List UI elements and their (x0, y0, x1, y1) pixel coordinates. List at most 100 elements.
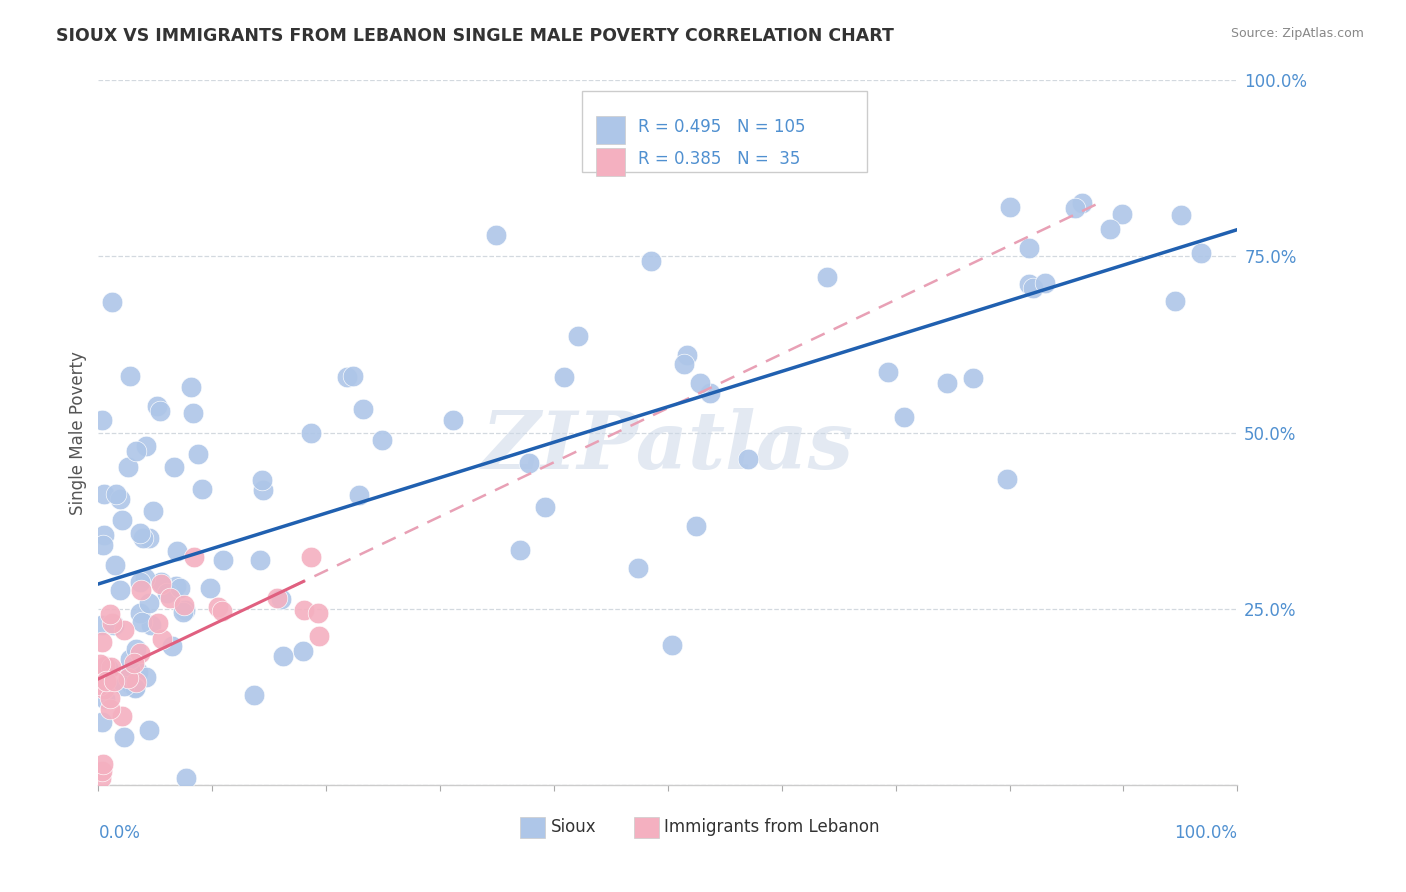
Point (207, 600, 229, 615)
Bar (596, 116, 624, 144)
Point (111, 513, 134, 527)
Text: Source: ZipAtlas.com: Source: ZipAtlas.com (1230, 27, 1364, 40)
Point (150, 632, 173, 646)
Point (352, 401, 374, 416)
Point (252, 483, 274, 498)
Point (112, 730, 135, 744)
Point (371, 433, 394, 447)
Point (145, 400, 167, 414)
Point (266, 591, 288, 605)
FancyBboxPatch shape (582, 91, 868, 172)
Point (146, 615, 169, 630)
Point (98, 691, 121, 706)
Point (1035, 277, 1057, 291)
Point (132, 531, 155, 545)
Point (110, 583, 132, 598)
Point (998, 200, 1021, 214)
Point (94, 658, 117, 673)
Point (1022, 281, 1045, 295)
Point (103, 618, 125, 632)
Point (91, 756, 114, 771)
Point (93, 682, 115, 697)
Point (125, 642, 148, 657)
Point (183, 550, 205, 565)
Point (308, 629, 330, 643)
Point (124, 681, 146, 695)
Point (737, 451, 759, 466)
Point (100, 659, 122, 673)
Point (166, 544, 188, 558)
Bar (634, 817, 659, 838)
Point (90, 771, 112, 785)
Point (673, 358, 696, 372)
Point (156, 586, 179, 600)
Point (128, 606, 150, 620)
Point (1170, 208, 1192, 222)
Point (347, 488, 370, 502)
Text: 0.0%: 0.0% (98, 823, 141, 842)
Point (211, 553, 233, 567)
Point (135, 439, 157, 453)
Point (815, 269, 838, 284)
Point (138, 723, 160, 737)
Point (103, 674, 125, 689)
Point (1018, 241, 1040, 255)
Y-axis label: Single Male Poverty: Single Male Poverty (69, 351, 87, 515)
Point (485, 227, 508, 242)
Point (336, 370, 359, 384)
Point (211, 604, 233, 618)
Point (89, 657, 111, 672)
Point (96, 673, 118, 688)
Point (936, 376, 959, 391)
Point (134, 571, 156, 585)
Point (626, 561, 648, 575)
Point (441, 413, 464, 427)
Point (93, 486, 115, 500)
Point (661, 638, 683, 652)
Text: 100.0%: 100.0% (1174, 823, 1237, 842)
Point (117, 460, 139, 475)
Point (159, 591, 181, 606)
Point (122, 656, 145, 670)
Point (163, 460, 186, 475)
Text: R = 0.495   N = 105: R = 0.495 N = 105 (638, 118, 806, 136)
Point (127, 665, 149, 679)
Point (1070, 196, 1092, 211)
Text: SIOUX VS IMMIGRANTS FROM LEBANON SINGLE MALE POVERTY CORRELATION CHART: SIOUX VS IMMIGRANTS FROM LEBANON SINGLE … (56, 27, 894, 45)
Point (108, 491, 131, 506)
Point (138, 596, 160, 610)
Point (1189, 246, 1212, 260)
Point (1018, 277, 1040, 291)
Point (101, 295, 124, 310)
Point (91, 538, 114, 552)
Point (169, 581, 191, 595)
Point (120, 369, 142, 384)
Point (553, 370, 575, 384)
Point (150, 575, 173, 590)
Point (174, 771, 197, 785)
Point (138, 531, 160, 545)
Point (135, 670, 157, 684)
Point (125, 444, 148, 458)
Point (509, 542, 531, 557)
Point (271, 649, 294, 664)
Point (111, 709, 134, 723)
Point (131, 615, 153, 629)
Point (91, 413, 114, 427)
Point (90, 634, 112, 648)
Point (117, 671, 139, 685)
Point (567, 329, 589, 343)
Point (292, 644, 315, 658)
Point (120, 677, 142, 691)
Point (172, 606, 194, 620)
Text: Sioux: Sioux (551, 818, 596, 836)
Point (128, 525, 150, 540)
Point (105, 487, 128, 501)
Point (191, 482, 214, 496)
Point (270, 592, 292, 607)
Point (94, 692, 117, 706)
Point (299, 549, 322, 564)
Point (174, 603, 197, 617)
Point (995, 472, 1018, 486)
Point (90, 764, 112, 778)
